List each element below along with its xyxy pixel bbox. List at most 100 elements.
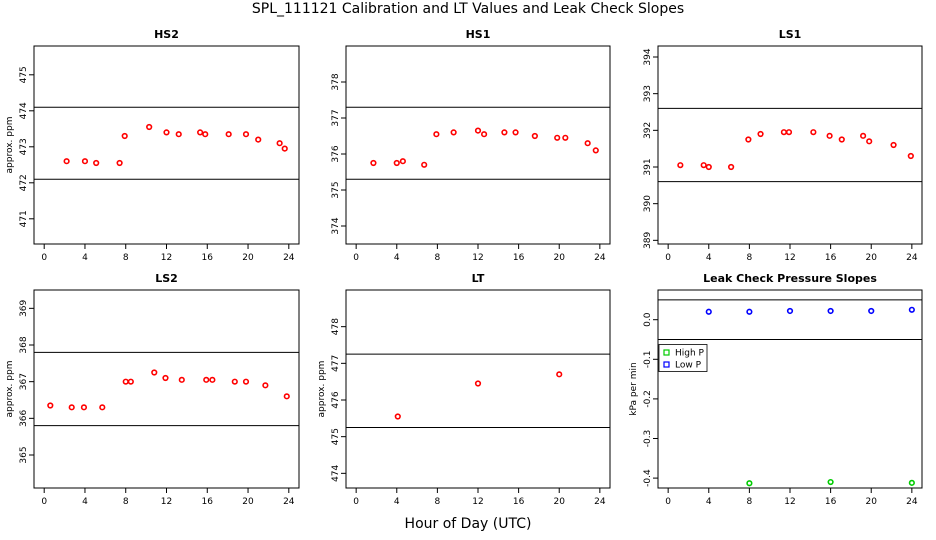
panel-2-data-point (480, 131, 488, 138)
panel-6-data-point (786, 307, 794, 315)
panel-2-y-tick-label: 376 (331, 145, 341, 162)
panel-4-x-tick-label: 8 (123, 497, 129, 507)
panel-5-x-tick-label: 4 (394, 497, 400, 507)
panel-1-data-point (116, 159, 123, 167)
panel-2-data-point (562, 134, 569, 141)
panel-1-y-tick-label: 473 (19, 138, 29, 155)
panel-2-data-point (531, 132, 538, 140)
panel-6-legend-label: Low P (675, 361, 702, 371)
panel-6-data-point (746, 308, 753, 315)
panel-2-data-point (512, 129, 519, 136)
panel-3-data-point (826, 132, 833, 139)
panel-3-y-tick-label: 390 (643, 195, 653, 212)
panel-4-data-point (99, 404, 106, 411)
panel-2-x-tick-label: 20 (554, 253, 566, 263)
panel-6-x-tick-label: 16 (825, 497, 837, 507)
panel-6-y-tick-label: -0.2 (643, 390, 653, 408)
panel-2-data-point (393, 159, 400, 167)
panel-3-data-point (705, 163, 712, 171)
panel-2-x-tick-label: 16 (513, 253, 525, 263)
panel-2-data-point (421, 161, 428, 168)
panel-2-x-tick-label: 0 (353, 253, 359, 263)
panel-1-title: HS2 (154, 28, 179, 41)
panel-6-x-tick-label: 8 (747, 497, 753, 507)
panel-3-data-point (866, 138, 873, 145)
panel-2-data-point (474, 127, 482, 134)
panel-1-data-point (242, 131, 250, 138)
x-axis-label: Hour of Day (UTC) (404, 516, 532, 532)
panel-5-data-point (394, 413, 401, 420)
panel-2-data-point (433, 131, 440, 138)
panel-2-data-point (450, 129, 457, 136)
panel-1-y-tick-label: 475 (19, 66, 29, 83)
panel-3-data-point (785, 129, 793, 136)
panel-6-x-tick-label: 12 (784, 497, 795, 507)
panel-3-x-tick-label: 16 (825, 253, 837, 263)
panel-1-y-tick-label: 474 (19, 102, 29, 119)
panel-1-frame (33, 45, 300, 245)
panel-6-x-tick-label: 0 (665, 497, 671, 507)
panel-5-x-tick-label: 24 (594, 497, 606, 507)
panel-5-x-tick-label: 8 (435, 497, 441, 507)
panel-4-x-tick-label: 12 (161, 497, 172, 507)
panel-2-data-point (370, 159, 377, 167)
panel-6-x-tick-label: 20 (866, 497, 878, 507)
panel-6-legend-swatch (663, 361, 670, 368)
panel-2-data-point (501, 129, 508, 136)
panel-4-data-point (231, 378, 238, 385)
panel-5-x-tick-label: 12 (472, 497, 483, 507)
panel-5-y-tick-label: 475 (331, 428, 341, 445)
panel-2-y-tick-label: 378 (331, 73, 341, 90)
panel-2-frame (345, 45, 611, 245)
panel-3-y-tick-label: 389 (643, 231, 653, 248)
panel-6-y-tick-label: -0.4 (643, 469, 653, 487)
panel-3-data-point (745, 136, 752, 143)
panel-4-y-tick-label: 365 (19, 446, 29, 463)
panel-4-x-tick-label: 4 (82, 497, 88, 507)
panel-5-y-tick-label: 478 (331, 318, 341, 335)
panel-4-data-point (80, 404, 88, 411)
panel-1-y-tick-label: 472 (19, 174, 29, 191)
panel-5-y-tick-label: 476 (331, 391, 341, 408)
panel-1-data-point (276, 140, 283, 147)
panel-3-x-tick-label: 20 (866, 253, 878, 263)
panel-4-data-point (68, 404, 75, 411)
panel-4-data-point (47, 402, 54, 409)
panel-1-x-tick-label: 12 (161, 253, 172, 263)
panel-3-x-tick-label: 4 (706, 253, 712, 263)
panel-2-x-tick-label: 12 (472, 253, 483, 263)
panel-1-data-point (81, 158, 89, 165)
panel-1-data-point (197, 129, 204, 136)
panel-3-data-point (860, 132, 867, 139)
panel-3-y-tick-label: 392 (643, 122, 653, 139)
panel-1-x-tick-label: 4 (82, 253, 88, 263)
panel-4-y-tick-label: 366 (19, 409, 29, 426)
panel-4-y-tick-label: 367 (19, 373, 29, 390)
panel-3-frame (657, 45, 923, 245)
panel-5-data-point (556, 371, 563, 378)
panel-3-x-tick-label: 0 (665, 253, 671, 263)
panel-6-y-axis-label: kPa per min (629, 362, 639, 415)
panel-1-data-point (202, 131, 209, 138)
panel-2-y-tick-label: 377 (331, 109, 341, 126)
panel-3-data-point (780, 129, 788, 136)
panel-2-y-tick-label: 374 (331, 217, 341, 234)
panel-1-data-point (93, 159, 100, 167)
panel-3-data-point (810, 129, 817, 136)
panel-4-data-point (283, 393, 290, 400)
panel-4-data-point (122, 378, 129, 385)
panel-5-x-tick-label: 20 (554, 497, 566, 507)
panel-6-data-point (827, 307, 834, 315)
panel-3-title: LS1 (779, 28, 802, 41)
panel-1-x-tick-label: 8 (123, 253, 129, 263)
panel-4-y-tick-label: 369 (19, 299, 29, 316)
panel-2-data-point (554, 134, 561, 141)
panel-3-data-point (677, 162, 684, 169)
panel-5-frame (345, 289, 611, 489)
panel-2-data-point (592, 147, 599, 154)
panel-6-y-tick-label: -0.3 (643, 430, 653, 448)
panel-6-legend-label: High P (675, 349, 705, 359)
panel-4-y-tick-label: 368 (19, 336, 29, 353)
panel-3-x-tick-label: 24 (906, 253, 918, 263)
